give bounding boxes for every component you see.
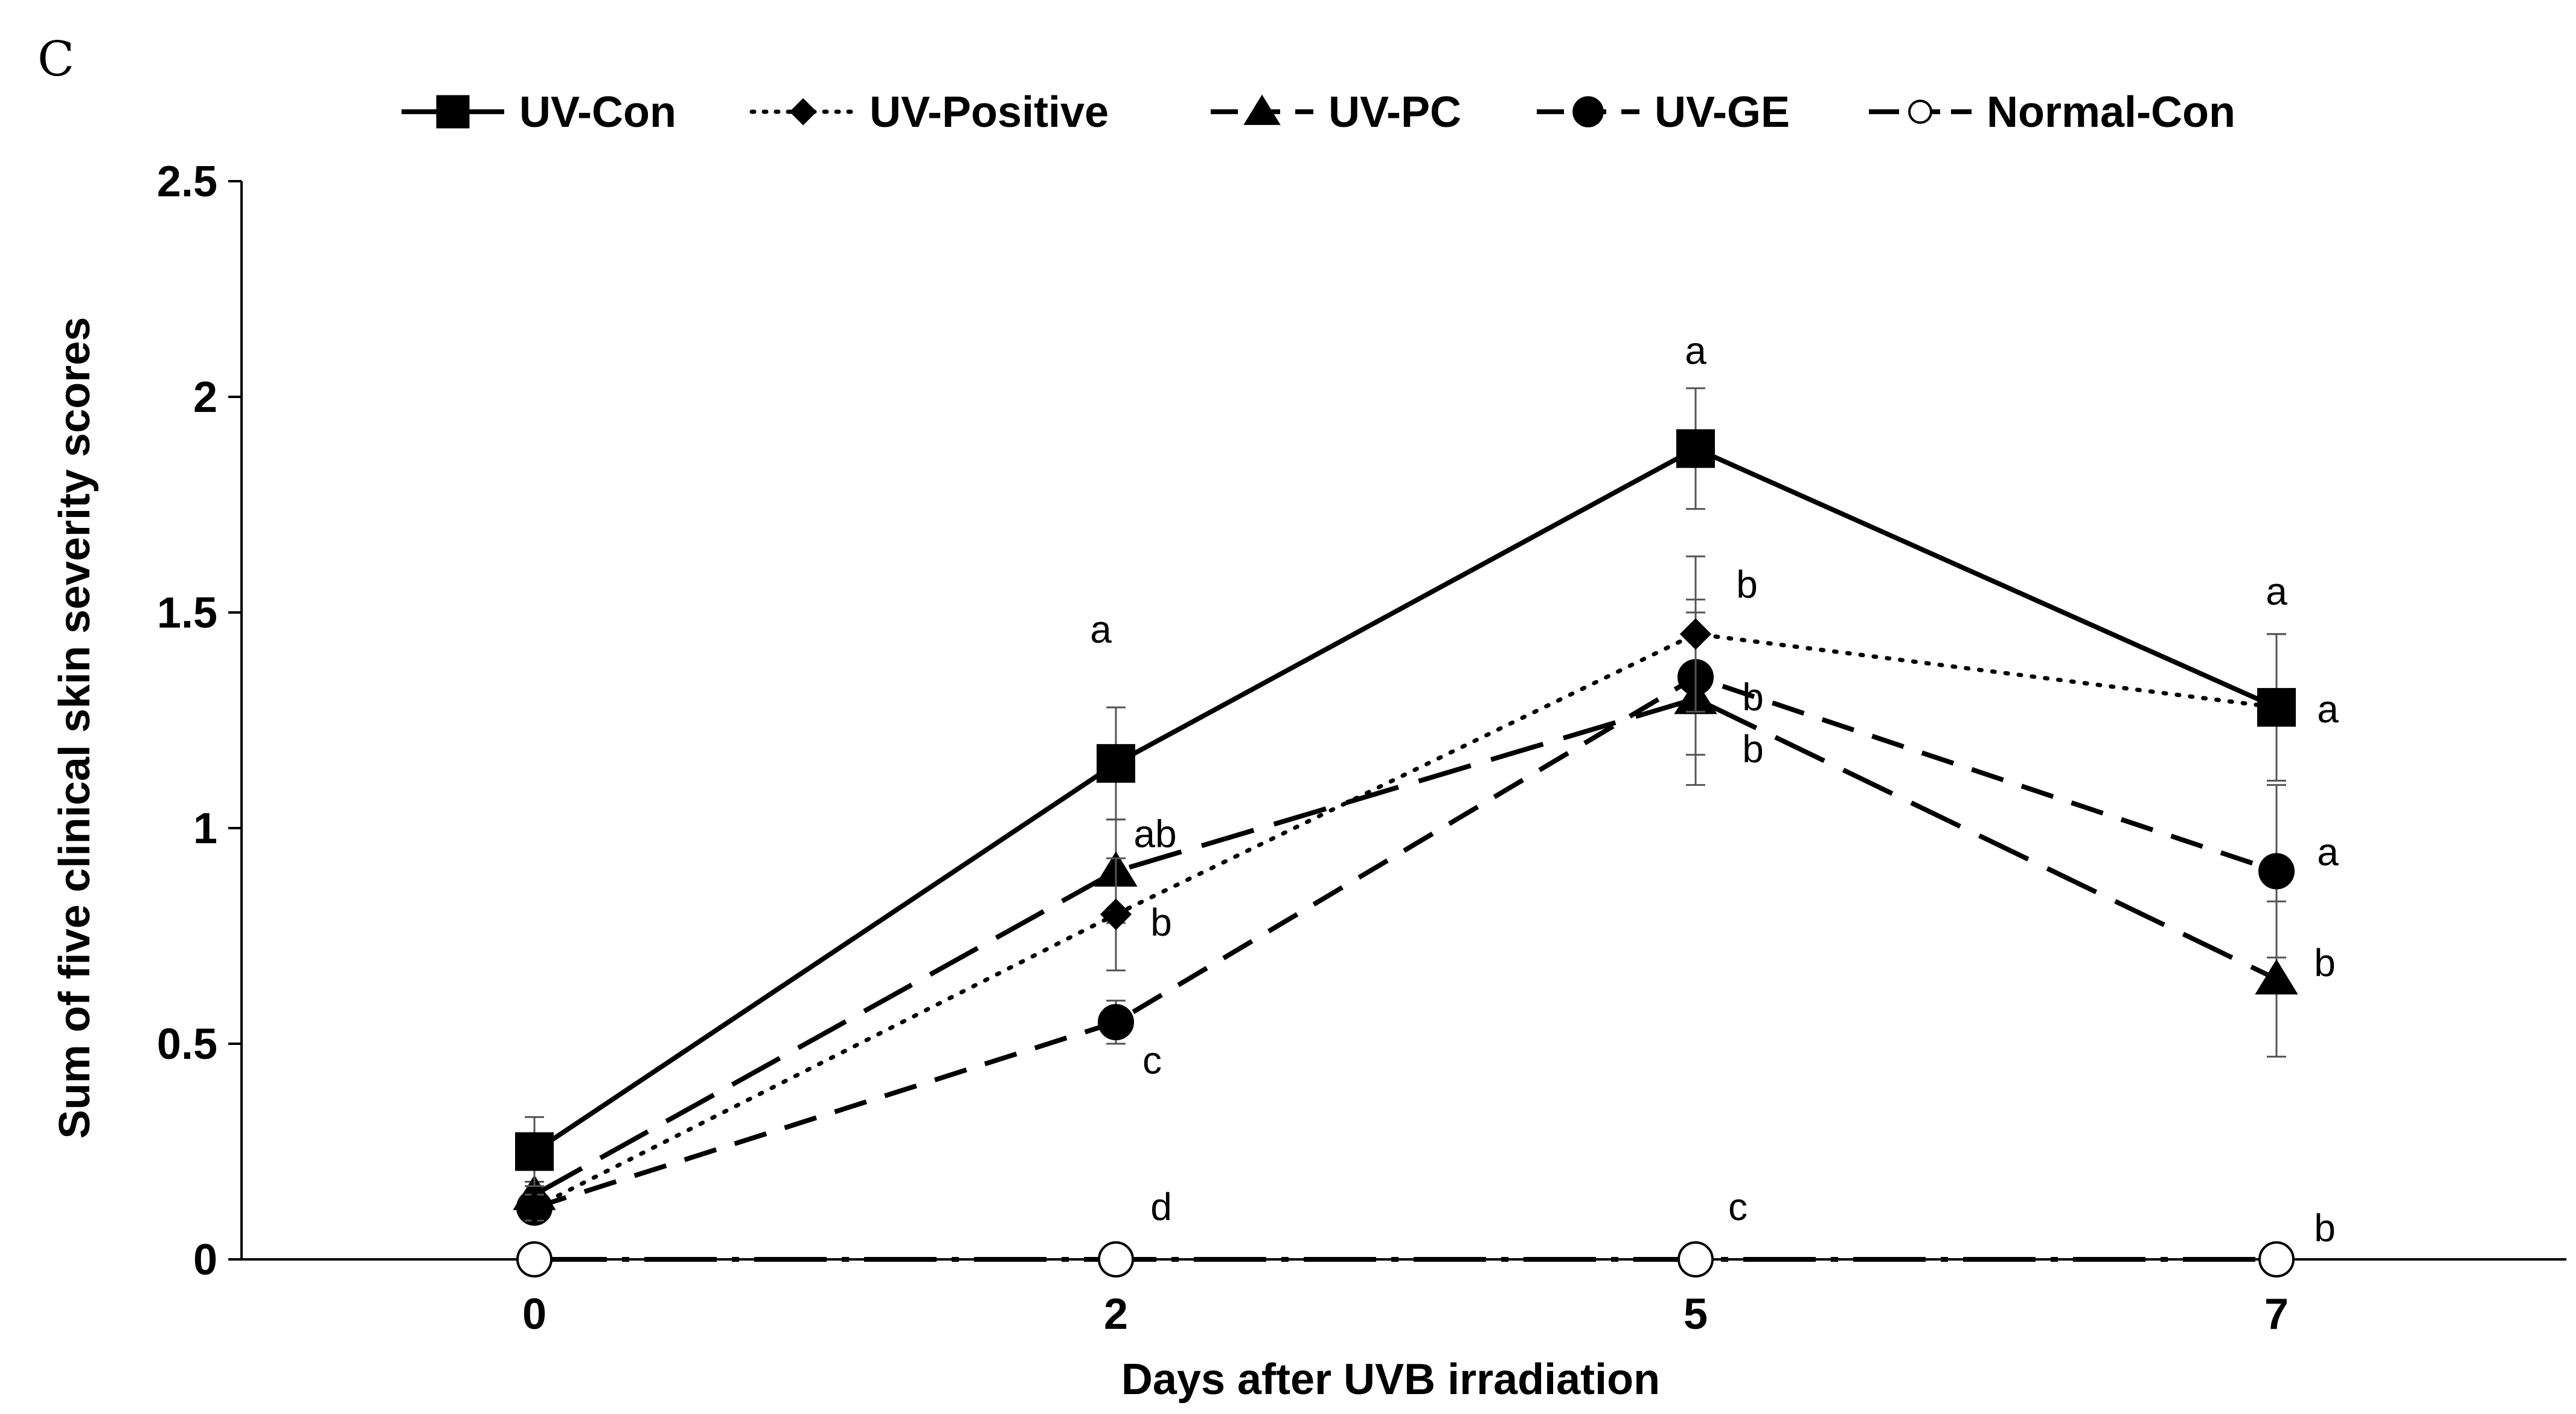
x-tick-label: 2 — [1104, 1290, 1128, 1338]
legend-label: Normal-Con — [1987, 88, 2235, 137]
legend-item-uv-pc: UV-PC — [1211, 88, 1461, 137]
data-point-uv-con — [1097, 744, 1135, 783]
significance-label: c — [1142, 1038, 1162, 1082]
significance-label: a — [2266, 570, 2287, 613]
series-layer — [513, 387, 2298, 1277]
legend-item-uv-ge: UV-GE — [1537, 88, 1790, 137]
x-axis-title: Days after UVB irradiation — [1121, 1355, 1660, 1404]
legend-label: UV-GE — [1655, 88, 1790, 137]
series-uv-ge — [516, 599, 2295, 1226]
legend-item-uv-con: UV-Con — [402, 88, 676, 137]
x-tick-label: 5 — [1684, 1290, 1708, 1338]
y-tick-label: 2 — [193, 373, 217, 422]
series-uv-positive — [518, 555, 2293, 1224]
significance-label: a — [2317, 687, 2339, 731]
data-point-normal-con — [1098, 1241, 1134, 1277]
series-uv-pc — [513, 611, 2298, 1210]
data-point-uv-positive — [1100, 898, 1132, 930]
y-tick-label: 0 — [193, 1236, 217, 1284]
axes: 0 0.5 1 1.5 2 2.5 0 2 5 7 — [157, 158, 2566, 1338]
y-tick-label: 2.5 — [157, 158, 217, 206]
panel-label: C — [37, 31, 74, 87]
significance-label: a — [1685, 329, 1706, 373]
legend-marker — [789, 98, 817, 126]
significance-label: b — [1150, 901, 1172, 944]
data-point-normal-con — [1677, 1241, 1714, 1277]
data-point-uv-positive — [1679, 618, 1712, 650]
series-line-uv-ge — [533, 674, 2278, 1210]
legend-label: UV-Con — [519, 88, 676, 137]
series-line-uv-con — [533, 446, 2278, 1154]
series-uv-con — [515, 387, 2296, 1187]
legend-marker — [436, 95, 470, 129]
x-tick-label: 7 — [2264, 1290, 2289, 1338]
significance-label: ab — [1133, 812, 1176, 855]
legend-label: UV-Positive — [870, 88, 1109, 137]
data-point-uv-con — [2257, 688, 2296, 727]
x-tick-label: 0 — [522, 1290, 546, 1338]
data-point-uv-con — [1676, 429, 1715, 468]
data-point-normal-con — [516, 1241, 553, 1277]
legend-item-normal-con: Normal-Con — [1869, 88, 2235, 137]
data-point-uv-ge — [1098, 1004, 1134, 1041]
significance-label: b — [2314, 1206, 2336, 1250]
significance-label: b — [2314, 941, 2336, 985]
significance-label: b — [1742, 727, 1764, 771]
significance-label: b — [1742, 675, 1764, 719]
data-point-uv-ge — [2258, 853, 2295, 890]
legend-item-uv-positive: UV-Positive — [749, 88, 1109, 137]
legend-marker — [1243, 94, 1281, 125]
significance-label: a — [1090, 608, 1112, 651]
data-point-uv-pc — [2255, 959, 2298, 995]
y-tick-label: 1 — [193, 805, 217, 853]
data-point-uv-con — [515, 1132, 554, 1171]
legend-marker — [1908, 100, 1932, 124]
significance-label: a — [2317, 830, 2339, 873]
series-line-uv-positive — [532, 632, 2279, 1210]
series-normal-con — [516, 1241, 2295, 1277]
significance-label: d — [1150, 1185, 1172, 1229]
y-tick-label: 0.5 — [157, 1020, 217, 1069]
significance-label: b — [1736, 563, 1758, 606]
legend: UV-Con UV-Positive UV-PC UV-GE Normal-Con — [402, 88, 2235, 137]
data-point-uv-positive — [518, 1192, 551, 1224]
series-line-uv-pc — [533, 696, 2278, 1197]
y-axis-title: Sum of five clinical skin severity score… — [51, 317, 99, 1139]
y-tick-label: 1.5 — [157, 589, 217, 637]
legend-label: UV-PC — [1328, 88, 1461, 137]
significance-label: c — [1728, 1185, 1748, 1229]
data-point-normal-con — [2258, 1241, 2295, 1277]
legend-marker — [1572, 96, 1604, 127]
